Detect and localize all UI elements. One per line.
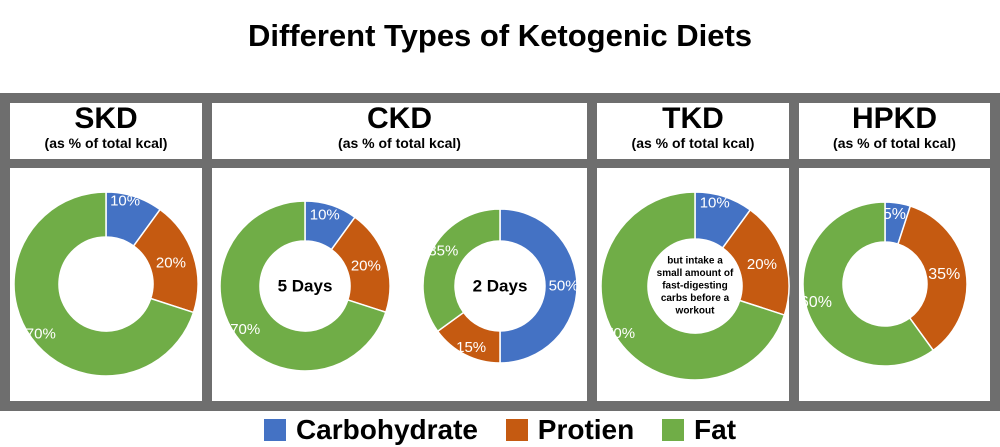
legend-swatch-protien (505, 419, 528, 441)
panel-subtitle-hpkd: (as % of total kcal) (833, 135, 956, 151)
legend-swatch-carbohydrate (263, 419, 286, 441)
legend-label-carbohydrate: Carbohydrate (295, 414, 478, 445)
panel-header-ckd: CKD (as % of total kcal) (212, 103, 587, 159)
legend-item-fat: Fat (662, 413, 736, 447)
panel-subtitle-tkd: (as % of total kcal) (631, 135, 755, 151)
donut-4-slice-protien (897, 205, 968, 352)
donut-1-label-carbohydrate: 10% (310, 207, 340, 224)
donut-2-slice-fat (422, 208, 501, 333)
panel-header-hpkd: HPKD (as % of total kcal) (799, 103, 990, 159)
legend: Carbohydrate Protien Fat (0, 413, 1000, 447)
donut-0-label-protien: 20% (156, 254, 186, 271)
donut-2-slice-carbohydrate (499, 208, 578, 364)
donut-0-label-fat: 70% (26, 326, 56, 343)
donut-2-label-fat: 35% (428, 243, 458, 260)
donut-3-label-protien: 20% (747, 256, 777, 273)
panel-title-ckd: CKD (367, 102, 432, 135)
donut-4-label-carbohydrate: 5% (883, 206, 906, 223)
legend-swatch-fat (662, 419, 685, 441)
donut-2-center-label: 2 Days (473, 277, 528, 296)
donut-3-slice-fat (600, 191, 786, 381)
panel-subtitle-skd: (as % of total kcal) (44, 135, 168, 151)
donut-0-label-carbohydrate: 10% (110, 193, 140, 210)
donut-1-label-protien: 20% (351, 258, 381, 275)
panel-title-tkd: TKD (662, 102, 724, 135)
chart-title: Different Types of Ketogenic Diets (247, 18, 753, 53)
donut-1-center-label: 5 Days (278, 277, 333, 296)
panel-title-hpkd: HPKD (851, 102, 937, 135)
panel-header-tkd: TKD (as % of total kcal) (597, 103, 789, 159)
donut-4-label-protien: 35% (928, 266, 960, 283)
donut-4-label-fat: 60% (800, 294, 832, 311)
donut-1-label-fat: 70% (230, 321, 260, 338)
legend-label-fat: Fat (694, 414, 737, 445)
donut-4-slice-fat (802, 201, 935, 367)
legend-item-carbohydrate: Carbohydrate (263, 413, 478, 447)
donut-0-slice-fat (13, 191, 195, 377)
panel-title-skd: SKD (74, 102, 138, 135)
donut-3-label-fat: 70% (605, 325, 635, 342)
donut-2-label-carbohydrate: 50% (549, 278, 579, 295)
legend-item-protien: Protien (505, 413, 635, 447)
donut-1-slice-fat (219, 200, 387, 372)
panel-subtitle-ckd: (as % of total kcal) (338, 135, 461, 151)
donut-2-label-protien: 15% (456, 339, 486, 356)
donut-3-center-label: but intake a small amount of fast-digestin… (657, 256, 734, 317)
legend-label-protien: Protien (537, 414, 635, 445)
donut-3-label-carbohydrate: 10% (700, 195, 730, 212)
panel-header-skd: SKD (as % of total kcal) (10, 103, 202, 159)
